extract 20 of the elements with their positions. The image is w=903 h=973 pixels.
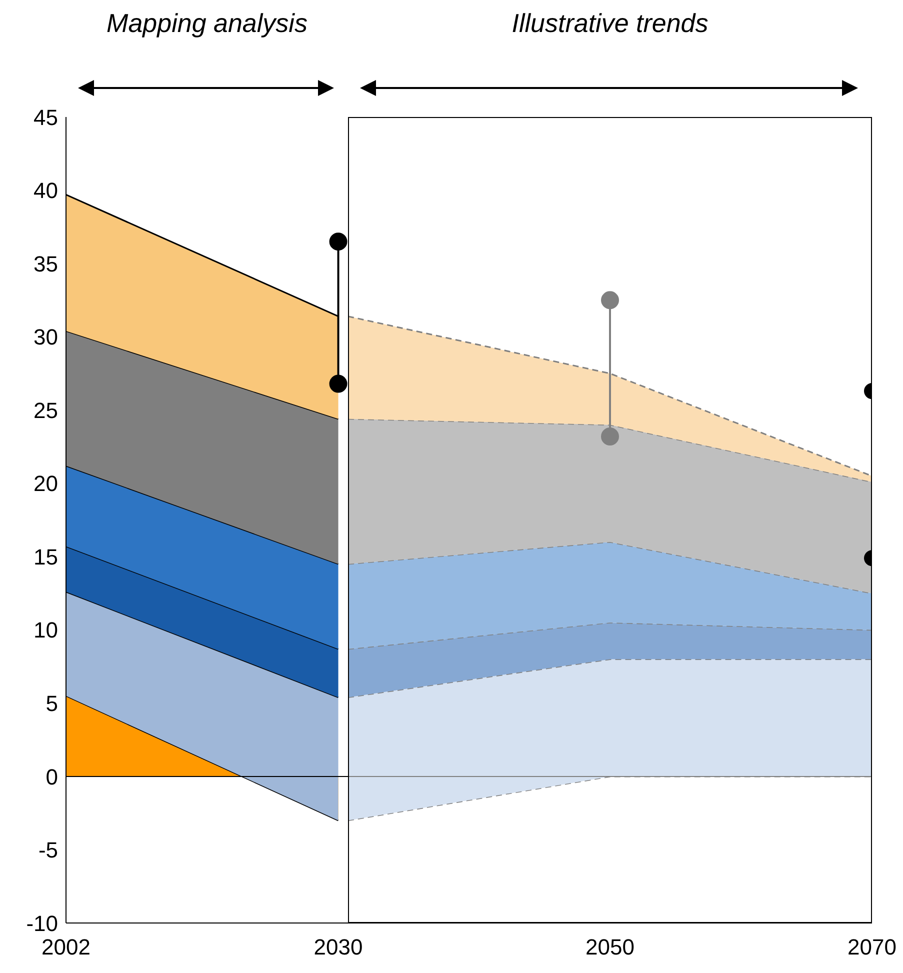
y-tick-label: 0	[46, 764, 58, 790]
y-tick-label: -5	[38, 838, 58, 863]
x-tick-label: 2030	[314, 934, 363, 960]
point	[601, 291, 619, 310]
text: Illustrative trends	[510, 8, 710, 38]
y-tick-label: 5	[46, 690, 58, 716]
y-tick-label: 15	[34, 544, 58, 570]
point	[601, 427, 619, 446]
y-tick-label: 40	[34, 178, 58, 204]
x-tick-label: 2070	[848, 934, 896, 960]
y-tick-label: 45	[34, 104, 58, 130]
y-tick-label: 30	[34, 324, 58, 350]
y-tick-label: 10	[34, 618, 58, 643]
y-tick-label: 35	[34, 251, 58, 276]
y-tick-label: 25	[34, 398, 58, 423]
text: Mapping analysis	[106, 8, 308, 38]
x-tick-label: 2002	[42, 934, 90, 960]
y-tick-label: 20	[34, 471, 58, 496]
y-tick-label: -10	[26, 910, 58, 936]
x-tick-label: 2050	[586, 934, 634, 960]
